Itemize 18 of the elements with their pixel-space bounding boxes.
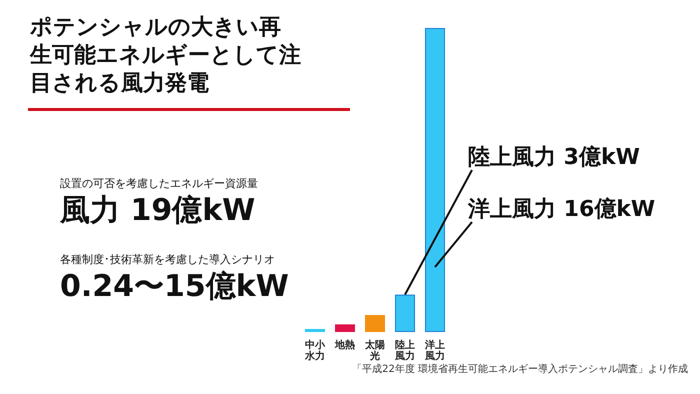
text: 「平成22年度 環境省再生可能エネルギー導入ポテンシャル調査」より作成 xyxy=(352,362,688,376)
x-tick-label: 中小水力 xyxy=(304,339,326,362)
text: 陸上風力 3億kW xyxy=(468,144,640,172)
text: 0.24〜15億kW xyxy=(60,268,289,306)
text: 洋上風力 16億kW xyxy=(468,196,656,224)
x-tick-label: 洋上風力 xyxy=(424,339,445,362)
bar xyxy=(425,28,445,332)
bar xyxy=(305,328,325,332)
text: ポテンシャルの大きい再生可能エネルギーとして注目される風力発電 xyxy=(30,14,302,98)
text: 各種制度･技術革新を考慮した導入シナリオ xyxy=(60,252,275,267)
x-tick-label: 地熱 xyxy=(334,339,355,351)
x-tick-label: 太陽光 xyxy=(364,339,385,362)
text: 風力 19億kW xyxy=(60,192,256,230)
bar xyxy=(365,314,385,332)
x-tick-label: 陸上風力 xyxy=(394,339,415,362)
bar xyxy=(335,324,355,332)
text: 設置の可否を考慮したエネルギー資源量 xyxy=(60,176,258,191)
bar xyxy=(395,294,415,332)
